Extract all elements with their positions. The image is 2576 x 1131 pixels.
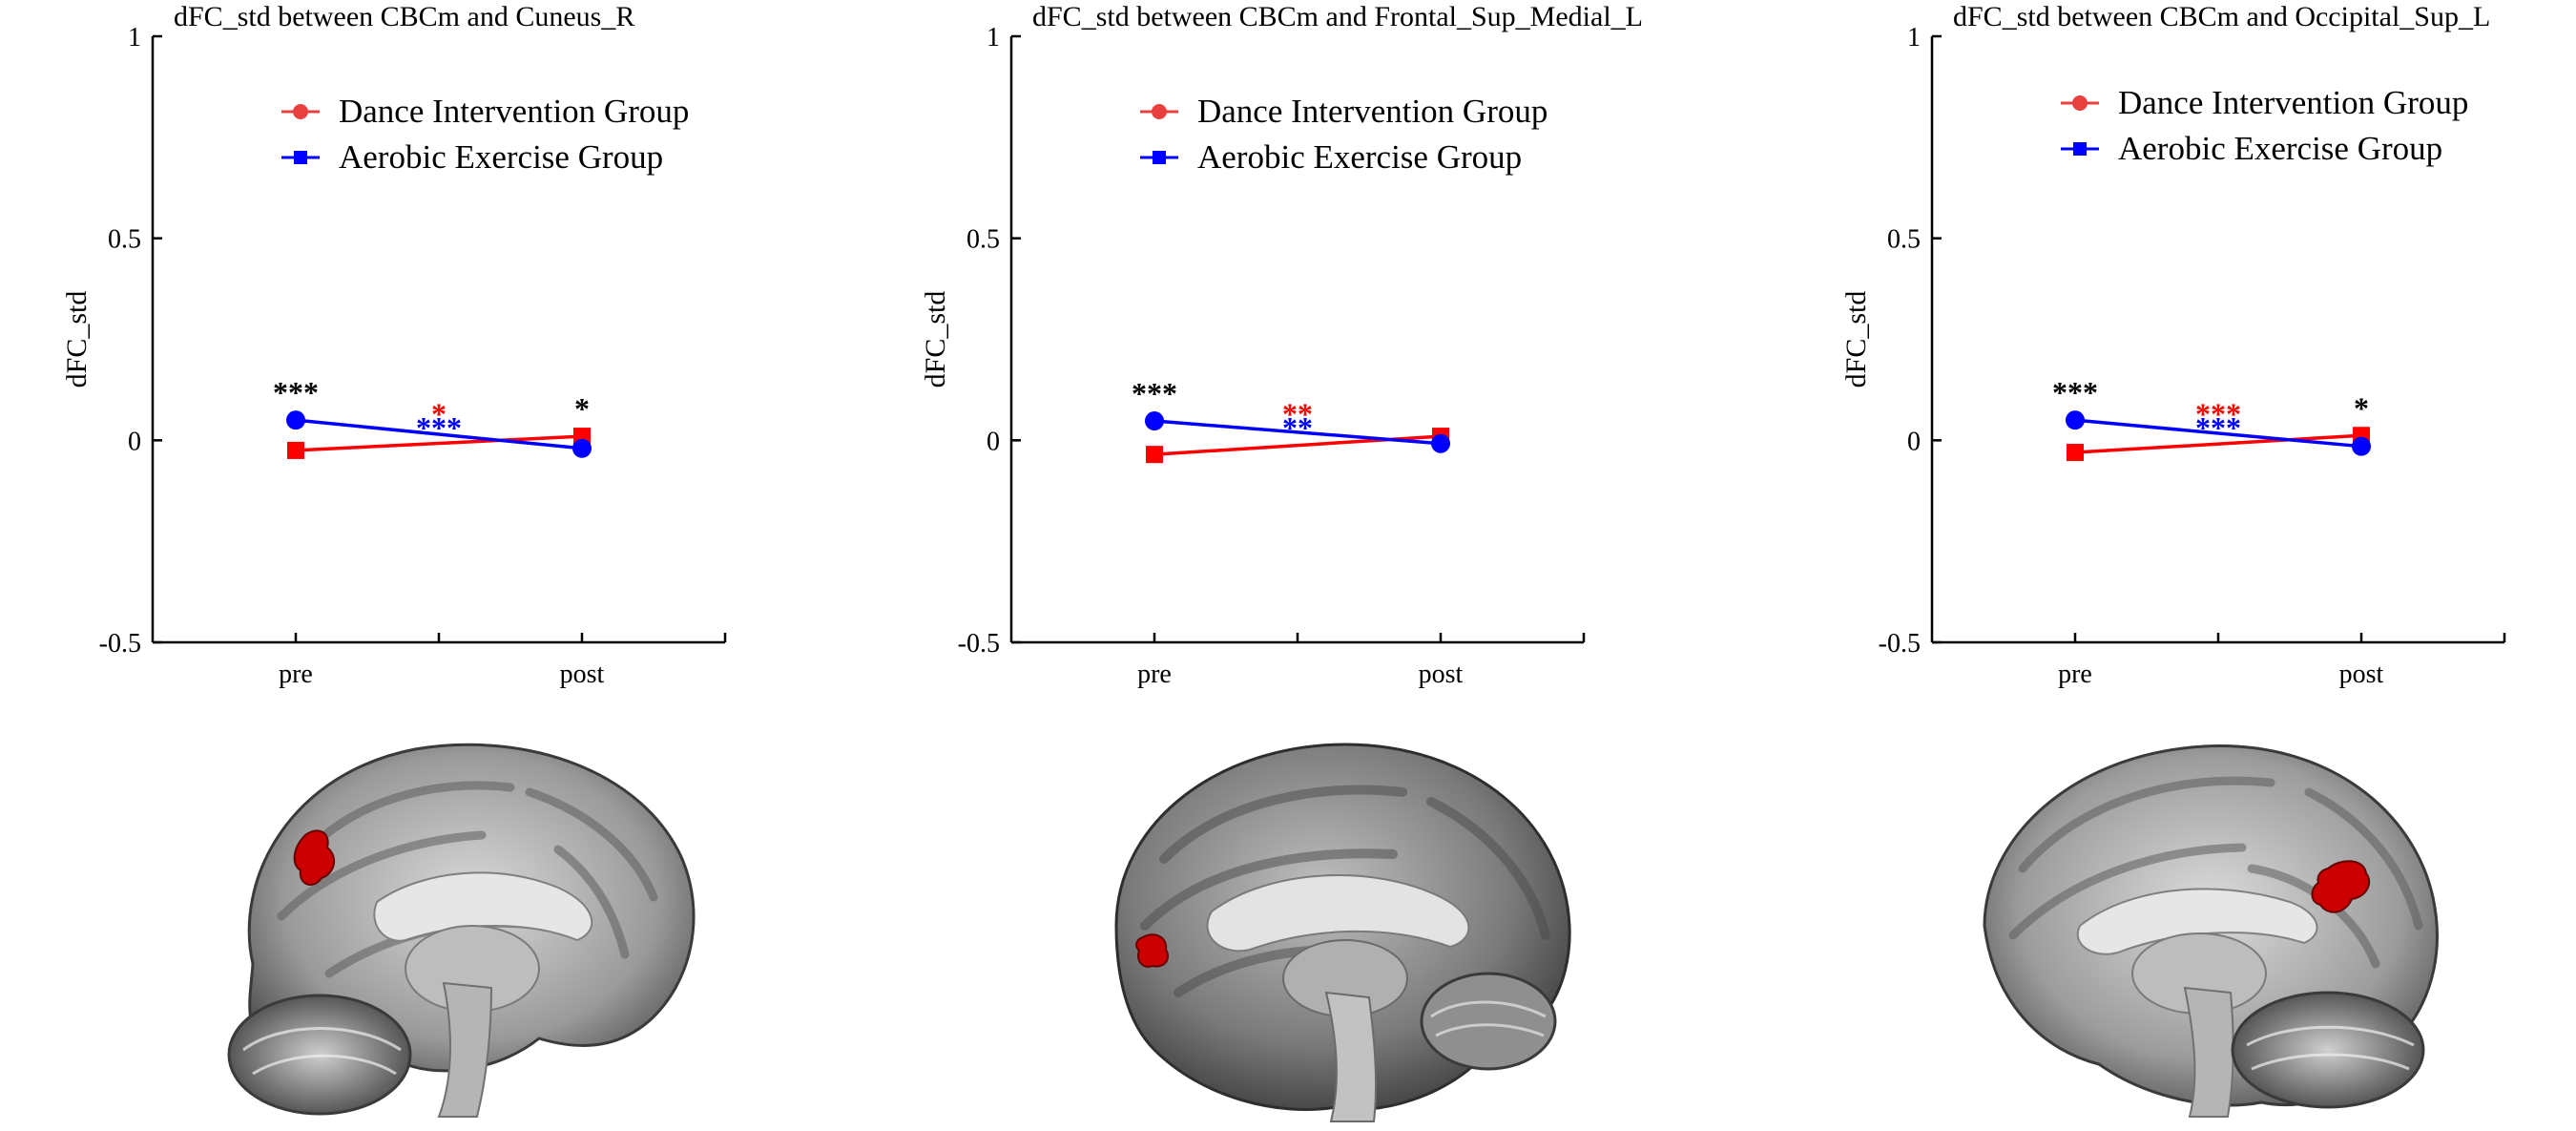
legend-dance-label: Dance Intervention Group (339, 93, 689, 130)
aerobic-point (1431, 433, 1450, 453)
dance-series-line (295, 434, 583, 452)
roi-cuneus-r (293, 829, 336, 886)
brain-render-1 (227, 743, 696, 1118)
significance-pre: *** (273, 375, 319, 409)
aerobic-series-line (1153, 419, 1442, 446)
x-tick-label: pre (2058, 660, 2092, 689)
legend-dance-marker (1152, 104, 1167, 119)
aerobic-point (572, 438, 592, 458)
y-tick-label: 0 (987, 427, 1000, 456)
y-tick-label: -0.5 (958, 629, 1000, 659)
y-tick-label: -0.5 (1879, 629, 1921, 659)
significance-post: * (2354, 390, 2369, 425)
y-axis-label: dFC_std (920, 291, 951, 388)
aerobic-point (2066, 410, 2085, 430)
brain-render-3 (1983, 744, 2439, 1118)
y-tick-label: 1 (987, 23, 1000, 52)
legend-aerobic-label: Aerobic Exercise Group (339, 138, 663, 176)
chart-title: dFC_std between CBCm and Occipital_Sup_L (1953, 1, 2490, 32)
y-tick-label: 0 (128, 427, 141, 456)
dance-series-line (2074, 433, 2362, 454)
dance-point (287, 441, 304, 459)
y-tick-label: 0 (1907, 427, 1921, 456)
dance-point (1146, 446, 1163, 464)
significance-change-dance: * (431, 396, 447, 430)
legend-dance-label: Dance Intervention Group (2118, 84, 2468, 121)
legend-dance-marker (293, 104, 308, 119)
roi-frontal-sup-medial-l (1135, 933, 1170, 968)
aerobic-series-line (2074, 418, 2362, 449)
x-tick-label: pre (1137, 660, 1172, 689)
x-tick-label: pre (279, 660, 313, 689)
legend-aerobic-label: Aerobic Exercise Group (1197, 138, 1522, 176)
chart-title: dFC_std between CBCm and Frontal_Sup_Med… (1032, 1, 1643, 32)
legend-aerobic-marker (1153, 151, 1166, 164)
significance-post: * (574, 391, 590, 426)
chart-title: dFC_std between CBCm and Cuneus_R (174, 1, 634, 32)
dance-point (2067, 444, 2084, 462)
y-tick-label: 1 (1907, 23, 1921, 52)
legend-dance-marker (2072, 95, 2088, 111)
significance-change-aerobic: ** (1282, 410, 1313, 445)
roi-occipital-sup-l (2311, 860, 2371, 913)
significance-pre: *** (2052, 375, 2098, 409)
y-tick-label: 0.5 (108, 225, 141, 255)
brain-render-2 (1114, 743, 1571, 1122)
significance-change-dance: ** (1282, 396, 1313, 430)
significance-change-aerobic: *** (416, 410, 462, 445)
y-tick-label: 0.5 (1887, 225, 1921, 255)
y-tick-label: -0.5 (99, 629, 141, 659)
y-axis-label: dFC_std (1840, 291, 1872, 388)
y-tick-label: 1 (128, 23, 141, 52)
aerobic-series-line (295, 418, 583, 450)
aerobic-point (286, 410, 305, 430)
significance-pre: *** (1132, 376, 1177, 410)
legend-dance-label: Dance Intervention Group (1197, 93, 1548, 130)
legend-aerobic-marker (294, 151, 307, 164)
legend-aerobic-label: Aerobic Exercise Group (2118, 130, 2442, 167)
x-tick-label: post (1419, 660, 1464, 689)
legend-aerobic-marker (2073, 142, 2087, 156)
y-tick-label: 0.5 (966, 225, 1000, 255)
x-tick-label: post (2339, 660, 2384, 689)
aerobic-point (1145, 411, 1164, 431)
significance-change-aerobic: *** (2195, 410, 2241, 445)
aerobic-point (2352, 436, 2371, 456)
x-tick-label: post (560, 660, 605, 689)
y-axis-label: dFC_std (61, 291, 93, 388)
significance-change-dance: *** (2195, 396, 2241, 430)
